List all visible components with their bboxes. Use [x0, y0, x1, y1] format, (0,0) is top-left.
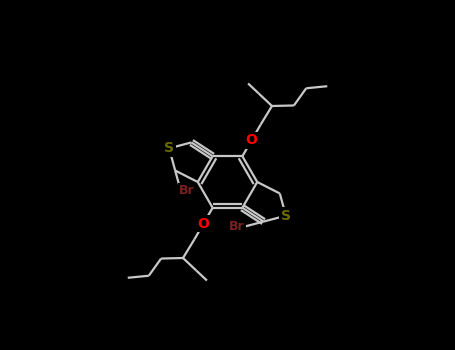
Text: O: O	[197, 217, 209, 231]
Text: O: O	[246, 133, 258, 147]
Text: S: S	[281, 209, 291, 223]
Text: S: S	[164, 141, 174, 155]
Text: Br: Br	[179, 184, 195, 197]
Text: Br: Br	[229, 220, 245, 233]
